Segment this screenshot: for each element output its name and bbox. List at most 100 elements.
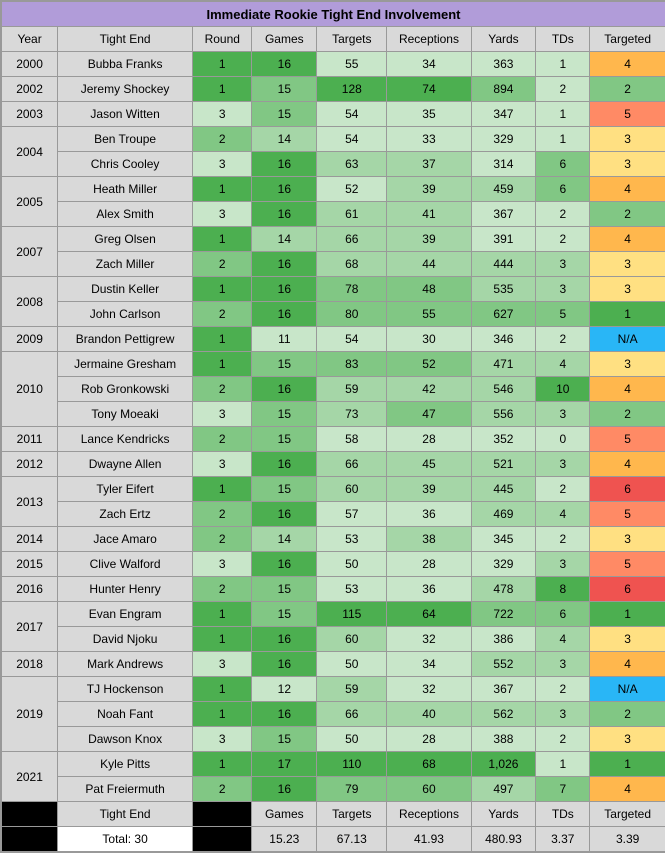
targeted-cell: 3 — [590, 277, 665, 302]
table-row: 2005Heath Miller116523945964 — [2, 177, 665, 202]
receptions-cell: 47 — [387, 402, 471, 427]
targeted-cell: 1 — [590, 752, 665, 777]
year-cell: 2012 — [2, 452, 58, 477]
table-row: 2007Greg Olsen114663939124 — [2, 227, 665, 252]
tight-end-cell: Hunter Henry — [58, 577, 193, 602]
games-cell: 16 — [252, 177, 317, 202]
table-row: 2014Jace Amaro214533834523 — [2, 527, 665, 552]
table-row: Rob Gronkowski2165942546104 — [2, 377, 665, 402]
footer-stat-targets: Targets — [317, 802, 387, 827]
header-targets: Targets — [317, 27, 387, 52]
yards-cell: 386 — [471, 627, 536, 652]
targeted-cell: 4 — [590, 227, 665, 252]
yards-cell: 471 — [471, 352, 536, 377]
year-cell: 2018 — [2, 652, 58, 677]
tds-cell: 3 — [536, 702, 590, 727]
targets-cell: 60 — [317, 627, 387, 652]
round-cell: 2 — [193, 577, 252, 602]
table-row: Dawson Knox315502838823 — [2, 727, 665, 752]
games-cell: 17 — [252, 752, 317, 777]
table-row: Noah Fant116664056232 — [2, 702, 665, 727]
table-row: 2011Lance Kendricks215582835205 — [2, 427, 665, 452]
yards-cell: 552 — [471, 652, 536, 677]
round-cell: 1 — [193, 52, 252, 77]
targets-cell: 66 — [317, 702, 387, 727]
year-cell: 2015 — [2, 552, 58, 577]
round-cell: 3 — [193, 152, 252, 177]
targets-cell: 52 — [317, 177, 387, 202]
footer-stat-yards: Yards — [471, 802, 536, 827]
table-row: 2003Jason Witten315543534715 — [2, 102, 665, 127]
targets-cell: 53 — [317, 527, 387, 552]
games-cell: 15 — [252, 402, 317, 427]
targets-cell: 115 — [317, 602, 387, 627]
footer-stat-games: Games — [252, 802, 317, 827]
yards-cell: 535 — [471, 277, 536, 302]
table-row: Zach Miller216684444433 — [2, 252, 665, 277]
receptions-cell: 74 — [387, 77, 471, 102]
targeted-cell: 2 — [590, 402, 665, 427]
targeted-cell: 1 — [590, 602, 665, 627]
targeted-cell: 4 — [590, 652, 665, 677]
round-cell: 2 — [193, 527, 252, 552]
tds-cell: 2 — [536, 527, 590, 552]
tight-end-cell: Tyler Eifert — [58, 477, 193, 502]
targets-cell: 54 — [317, 327, 387, 352]
tight-end-cell: Bubba Franks — [58, 52, 193, 77]
games-cell: 14 — [252, 227, 317, 252]
table-row: Alex Smith316614136722 — [2, 202, 665, 227]
games-cell: 16 — [252, 627, 317, 652]
tds-cell: 4 — [536, 352, 590, 377]
tds-cell: 3 — [536, 652, 590, 677]
round-cell: 1 — [193, 602, 252, 627]
yards-cell: 391 — [471, 227, 536, 252]
yards-cell: 894 — [471, 77, 536, 102]
receptions-cell: 40 — [387, 702, 471, 727]
round-cell: 3 — [193, 102, 252, 127]
yards-cell: 497 — [471, 777, 536, 802]
tight-end-cell: Rob Gronkowski — [58, 377, 193, 402]
table-row: 2016Hunter Henry215533647886 — [2, 577, 665, 602]
footer-blank — [2, 802, 58, 827]
footer-blank — [2, 827, 58, 852]
footer-stat-receptions: Receptions — [387, 802, 471, 827]
yards-cell: 469 — [471, 502, 536, 527]
receptions-cell: 35 — [387, 102, 471, 127]
table-row: 2013Tyler Eifert115603944526 — [2, 477, 665, 502]
year-cell: 2016 — [2, 577, 58, 602]
games-cell: 12 — [252, 677, 317, 702]
receptions-cell: 34 — [387, 652, 471, 677]
yards-cell: 329 — [471, 127, 536, 152]
games-cell: 16 — [252, 302, 317, 327]
tight-end-cell: Ben Troupe — [58, 127, 193, 152]
header-row: Year Tight End Round Games Targets Recep… — [2, 27, 665, 52]
table-row: John Carlson216805562751 — [2, 302, 665, 327]
games-cell: 15 — [252, 77, 317, 102]
table-row: 2018Mark Andrews316503455234 — [2, 652, 665, 677]
table-row: 2017Evan Engram1151156472261 — [2, 602, 665, 627]
header-te: Tight End — [58, 27, 193, 52]
games-cell: 11 — [252, 327, 317, 352]
targeted-cell: 4 — [590, 177, 665, 202]
targeted-cell: 3 — [590, 727, 665, 752]
footer-te-label: Tight End — [58, 802, 193, 827]
yards-cell: 314 — [471, 152, 536, 177]
targeted-cell: 5 — [590, 552, 665, 577]
round-cell: 1 — [193, 77, 252, 102]
round-cell: 3 — [193, 402, 252, 427]
receptions-cell: 38 — [387, 527, 471, 552]
tds-cell: 1 — [536, 102, 590, 127]
games-cell: 16 — [252, 452, 317, 477]
tds-cell: 8 — [536, 577, 590, 602]
tds-cell: 2 — [536, 677, 590, 702]
year-cell: 2005 — [2, 177, 58, 227]
header-games: Games — [252, 27, 317, 52]
tds-cell: 2 — [536, 727, 590, 752]
games-cell: 16 — [252, 277, 317, 302]
tight-end-cell: Kyle Pitts — [58, 752, 193, 777]
targets-cell: 78 — [317, 277, 387, 302]
targets-cell: 61 — [317, 202, 387, 227]
tight-end-cell: John Carlson — [58, 302, 193, 327]
targeted-cell: 3 — [590, 127, 665, 152]
games-cell: 16 — [252, 202, 317, 227]
